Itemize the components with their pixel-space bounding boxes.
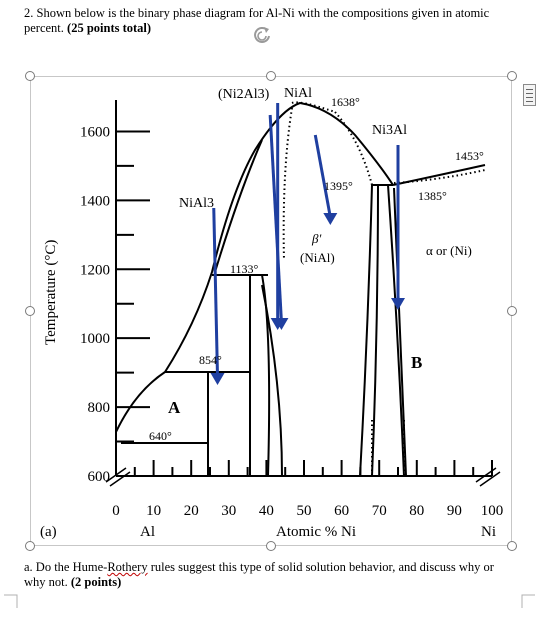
label-region-a: A xyxy=(168,398,181,417)
x-tick-label: 0 xyxy=(112,503,120,519)
sub-question-rest: rules suggest this type of solid solutio… xyxy=(24,560,494,589)
x-axis-title: Atomic % Ni xyxy=(276,524,356,540)
ni3al-left-boundary xyxy=(371,184,379,477)
dotted-top-curve xyxy=(291,101,336,113)
x-end-label-al: Al xyxy=(140,524,155,540)
label-region-b: B xyxy=(411,353,422,372)
resize-handle-bottom-left[interactable] xyxy=(25,541,35,551)
composition-arrow xyxy=(212,207,220,378)
label-alpha-ni: α or (Ni) xyxy=(426,243,472,258)
alpha-liquidus xyxy=(392,164,486,186)
y-tick-label: 1400 xyxy=(80,193,110,209)
resize-handle-bottom-center[interactable] xyxy=(266,541,276,551)
phase-diagram: 600 800 1000 1200 1400 1600 0 10 20 30 40 50 60 70 80… xyxy=(40,86,503,540)
y-tick-label: 1000 xyxy=(80,331,110,347)
resize-handle-top-right[interactable] xyxy=(507,71,517,81)
composition-arrow-head xyxy=(391,298,405,310)
composition-arrow xyxy=(313,134,332,218)
x-tick-label: 80 xyxy=(409,503,424,519)
sub-question-prefix: a. Do the Hume- xyxy=(24,560,108,574)
resize-handle-middle-left[interactable] xyxy=(25,306,35,316)
composition-arrow-head xyxy=(270,318,285,330)
label-1453: 1453° xyxy=(455,149,484,163)
label-854: 854° xyxy=(199,353,222,367)
dotted-left-curve xyxy=(282,107,293,261)
resize-handle-middle-right[interactable] xyxy=(507,306,517,316)
resize-handle-top-left[interactable] xyxy=(25,71,35,81)
x-tick-label: 20 xyxy=(184,503,199,519)
label-ni2al3: (Ni2Al3) xyxy=(218,87,270,102)
label-1395: 1395° xyxy=(324,179,353,193)
question-text: 2. Shown below is the binary phase diagr… xyxy=(24,6,524,36)
panel-label: (a) xyxy=(40,524,57,540)
x-tick-label: 50 xyxy=(297,503,312,519)
phase-boundaries xyxy=(115,101,486,477)
y-ticks: 600 800 1000 1200 1400 1600 xyxy=(80,124,150,485)
label-1133: 1133° xyxy=(230,262,259,276)
nial-left-boundary xyxy=(261,284,283,477)
x-end-label-ni: Ni xyxy=(481,524,496,540)
ni3al-right-boundary xyxy=(387,184,405,477)
y-tick-label: 800 xyxy=(88,400,111,416)
composition-arrow xyxy=(268,114,283,323)
resize-handle-bottom-right[interactable] xyxy=(507,541,517,551)
page-corner-marker-right xyxy=(521,594,535,608)
sub-question-a: a. Do the Hume-Rothery rules suggest thi… xyxy=(24,560,514,590)
x-tick-label: 30 xyxy=(221,503,236,519)
x-tick-label: 100 xyxy=(481,503,504,519)
spellcheck-word[interactable]: Rothery xyxy=(107,560,148,574)
x-tick-label: 10 xyxy=(146,503,161,519)
layout-options-icon[interactable] xyxy=(523,84,536,106)
label-nial-phase: (NiAl) xyxy=(300,250,335,265)
label-beta-prime: β' xyxy=(311,231,321,246)
resize-handle-top-center[interactable] xyxy=(266,71,276,81)
sub-question-points: (2 points) xyxy=(70,575,122,589)
ni2al3-right-line xyxy=(261,274,271,477)
dotted-alpha-curve xyxy=(393,169,486,184)
composition-arrow-head xyxy=(210,373,225,385)
composition-arrow-head xyxy=(323,213,338,225)
x-tick-label: 90 xyxy=(447,503,462,519)
label-1638: 1638° xyxy=(331,95,360,109)
liquidus-lower-branch xyxy=(214,139,263,273)
label-ni3al: Ni3Al xyxy=(372,123,407,138)
y-tick-label: 600 xyxy=(88,469,111,485)
label-nial3: NiAl3 xyxy=(179,196,214,211)
question-body: 2. Shown below is the binary phase diagr… xyxy=(24,6,490,35)
question-points: (25 points total) xyxy=(67,21,152,35)
x-tick-label: 40 xyxy=(259,503,274,519)
label-640: 640° xyxy=(149,429,172,443)
x-tick-label: 60 xyxy=(334,503,349,519)
x-ticks: 0 10 20 30 40 50 60 70 80 90 100 xyxy=(112,460,503,519)
chart-labels: (Ni2Al3) NiAl 1638° Ni3Al 1453° 1395° 13… xyxy=(40,86,496,540)
y-axis-title: Temperature (°C) xyxy=(43,240,59,345)
page-corner-marker-left xyxy=(4,594,18,608)
label-1385: 1385° xyxy=(418,189,447,203)
y-tick-label: 1600 xyxy=(80,124,110,140)
y-tick-label: 1200 xyxy=(80,262,110,278)
nial-right-boundary xyxy=(359,184,373,477)
alpha-solvus xyxy=(393,187,407,477)
dotted-boundaries xyxy=(282,101,486,476)
label-nial-top: NiAl xyxy=(284,86,312,101)
rotate-icon[interactable] xyxy=(252,24,272,46)
x-tick-label: 70 xyxy=(372,503,387,519)
composition-arrows xyxy=(210,103,405,385)
